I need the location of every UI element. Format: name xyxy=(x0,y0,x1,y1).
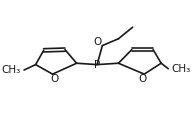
Text: O: O xyxy=(94,37,102,47)
Text: O: O xyxy=(50,74,58,84)
Text: CH₃: CH₃ xyxy=(172,64,191,74)
Text: O: O xyxy=(138,74,147,84)
Text: P: P xyxy=(94,60,100,70)
Text: CH₃: CH₃ xyxy=(1,65,21,75)
